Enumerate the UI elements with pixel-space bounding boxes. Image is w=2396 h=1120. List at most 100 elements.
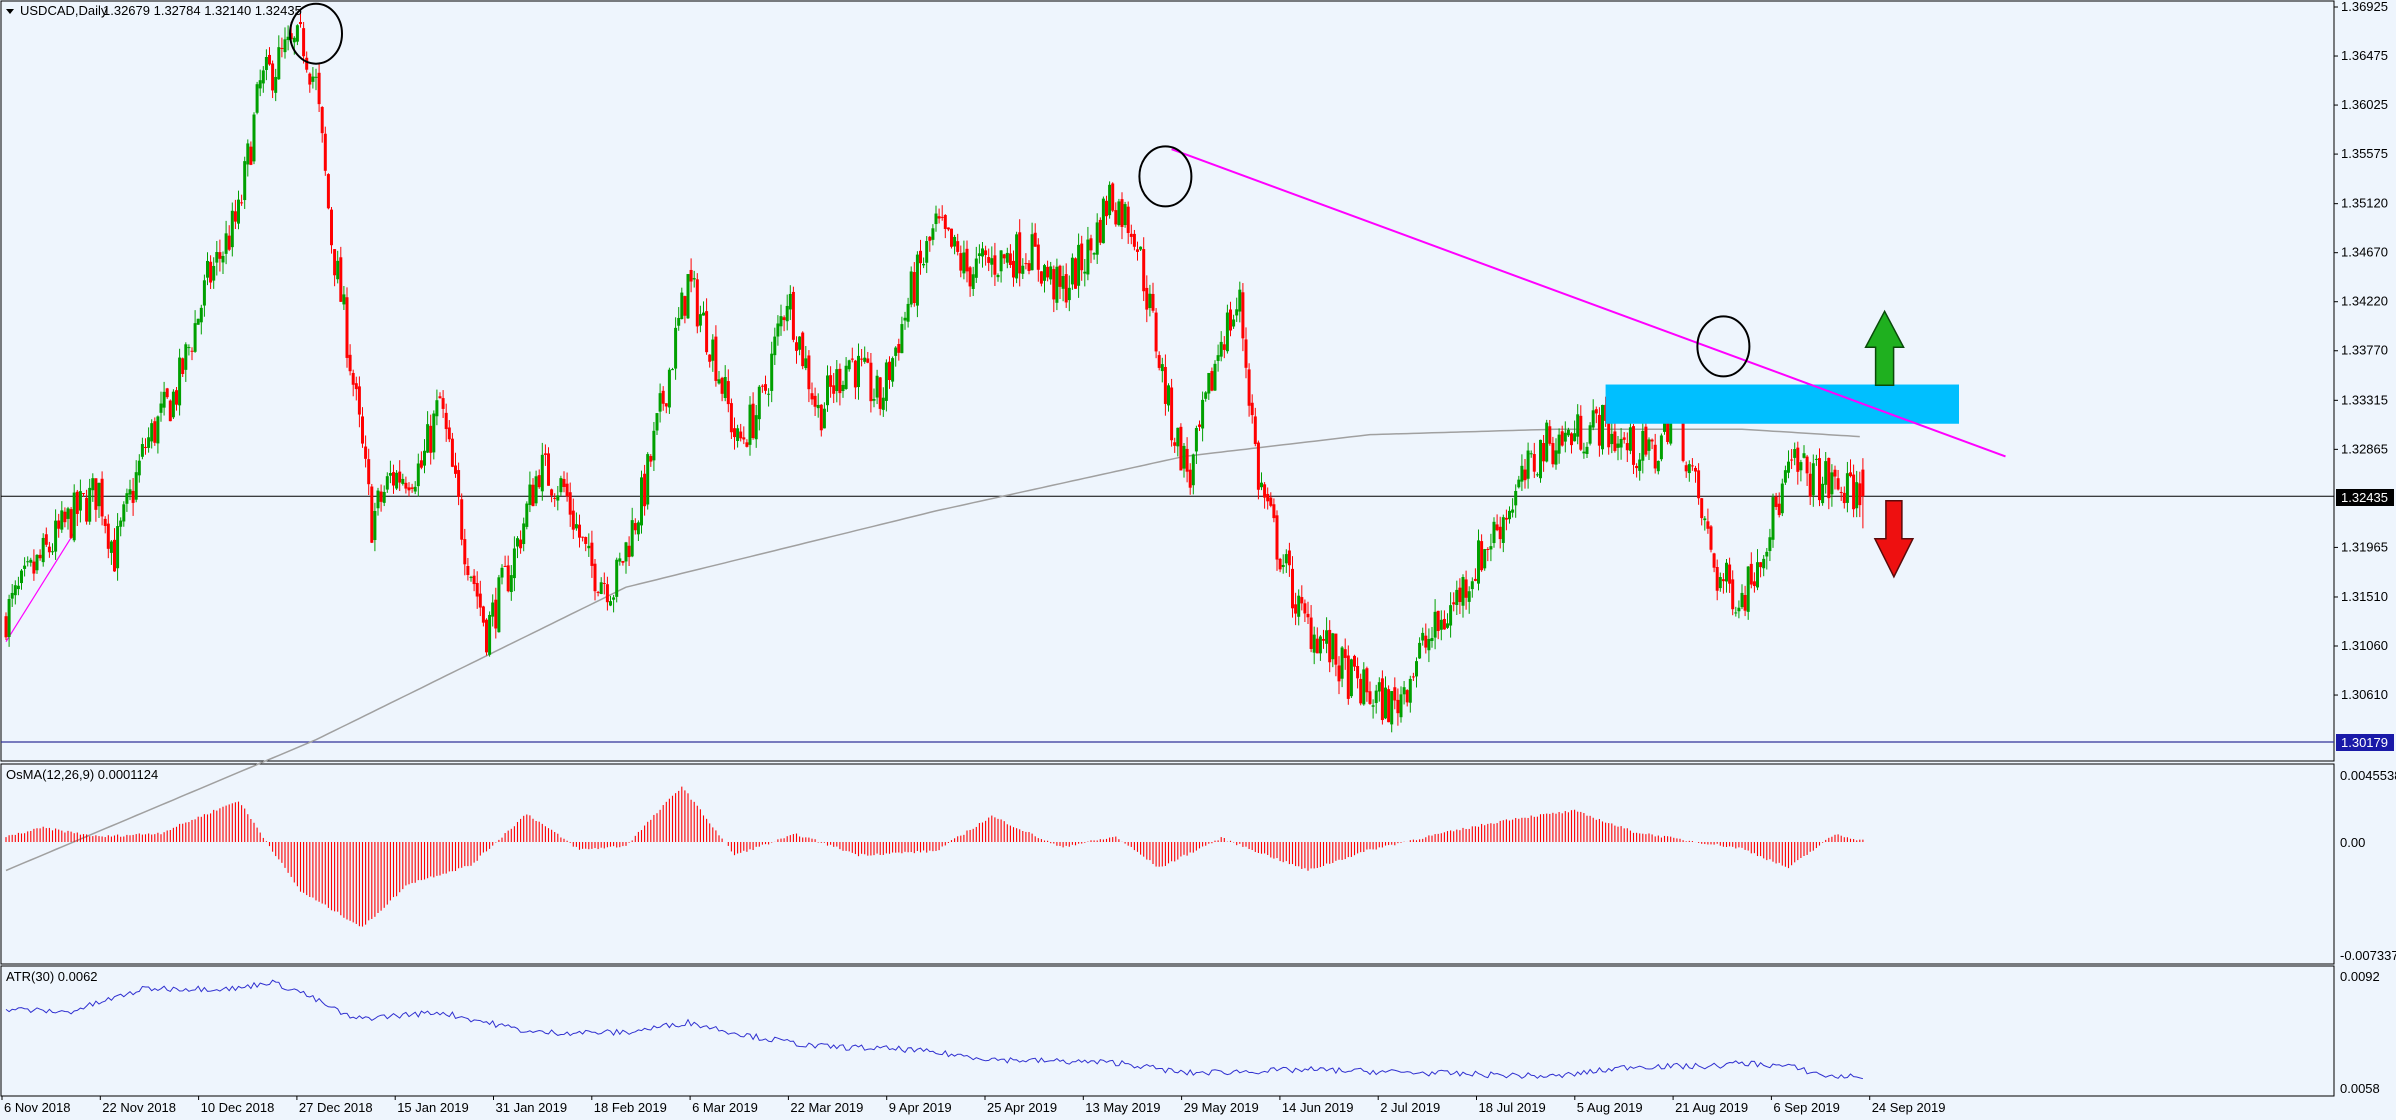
candle-bear: [984, 250, 988, 256]
candle-bear: [1337, 665, 1341, 682]
candle-bear: [919, 250, 922, 264]
candle-bear: [1278, 558, 1282, 570]
candle-bull: [72, 492, 76, 541]
annotation-layer[interactable]: [289, 2, 2006, 579]
candle-bull: [255, 84, 259, 113]
candle-bull: [884, 362, 888, 401]
candle-bull: [512, 548, 516, 579]
candle-bear: [1157, 355, 1161, 368]
candle-bull: [150, 423, 154, 442]
candle-bull: [137, 460, 141, 476]
candle-bear: [578, 524, 581, 538]
candle-bear: [1012, 260, 1015, 278]
candle-bear: [1700, 498, 1704, 519]
candle-bear: [1498, 526, 1502, 540]
candle-bear: [1653, 444, 1657, 469]
candle-bull: [184, 344, 188, 370]
candle-bear: [1396, 699, 1400, 714]
candle-bear: [1625, 443, 1629, 451]
atr-panel[interactable]: [0, 965, 2335, 1097]
candle-bear: [438, 396, 442, 399]
candle-bear: [1666, 413, 1670, 442]
candle-bull: [1647, 439, 1651, 451]
candle-bear: [695, 279, 699, 327]
candle-bear: [1731, 579, 1735, 610]
candle-bear: [1473, 578, 1477, 581]
candle-bear: [987, 257, 991, 263]
trendline[interactable]: [1171, 148, 2006, 458]
candle-bull: [1830, 472, 1834, 495]
osma-tick-max: 0.0045538: [2340, 768, 2396, 783]
candle-bear: [1818, 458, 1821, 501]
candle-bull: [51, 551, 54, 553]
osma-panel[interactable]: [0, 763, 2335, 965]
candle-bull: [500, 567, 504, 578]
candle-bull: [1070, 257, 1074, 285]
candle-bear: [227, 235, 231, 250]
candle-bear: [1542, 442, 1546, 462]
candle-bear: [240, 202, 244, 204]
candle-bear: [144, 446, 147, 448]
candle-bull: [1656, 460, 1660, 472]
candle-bull: [1601, 404, 1604, 450]
candle-bull: [1284, 554, 1288, 564]
candle-bear: [1632, 426, 1635, 465]
candle-bear: [1229, 309, 1232, 331]
candle-bear: [869, 362, 873, 402]
candle-bull: [1167, 385, 1170, 406]
resistance-zone[interactable]: [1605, 384, 1959, 424]
candle-bull: [863, 357, 867, 362]
candle-bear: [683, 296, 687, 316]
time-tick-label: 25 Apr 2019: [987, 1100, 1057, 1115]
candle-bull: [835, 369, 839, 392]
candle-bear: [764, 384, 767, 391]
candle-bull: [336, 260, 340, 280]
atr-label: ATR(30) 0.0062: [6, 969, 98, 984]
candle-bear: [993, 255, 997, 275]
candle-bear: [543, 453, 547, 455]
price-panel[interactable]: [0, 0, 2335, 762]
candle-bull: [587, 545, 591, 549]
candle-bull: [748, 404, 752, 445]
candle-bear: [364, 446, 368, 459]
candle-bull: [469, 576, 473, 578]
candle-bear: [1266, 493, 1270, 502]
candle-bear: [649, 456, 653, 462]
candle-bear: [1411, 676, 1415, 678]
arrow-up-icon[interactable]: [1864, 309, 1905, 387]
candle-bull: [78, 491, 82, 511]
candle-bull: [773, 336, 777, 356]
candle-bear: [1532, 454, 1536, 472]
candle-bull: [1576, 414, 1580, 437]
candle-bull: [1483, 549, 1487, 569]
candle-bear: [1622, 437, 1626, 440]
candle-bear: [103, 518, 107, 526]
candle-bull: [295, 25, 299, 42]
candle-bull: [1734, 612, 1738, 614]
current-price-box: [2336, 489, 2394, 506]
candle-bear: [943, 215, 947, 229]
candle-bull: [29, 559, 33, 563]
candle-bull: [1824, 461, 1828, 485]
candle-bull: [776, 323, 780, 337]
highlight-circle[interactable]: [289, 2, 343, 65]
candle-bull: [1362, 669, 1366, 705]
candle-bull: [187, 347, 191, 349]
highlight-circle[interactable]: [1696, 315, 1751, 378]
candle-bear: [928, 236, 932, 241]
candle-bear: [320, 106, 324, 134]
candle-bull: [1771, 497, 1775, 540]
candle-bear: [454, 465, 457, 474]
candle-bull: [1139, 246, 1143, 250]
candle-bear: [1002, 254, 1006, 259]
candle-bear: [940, 216, 944, 218]
highlight-circle[interactable]: [1138, 145, 1193, 208]
candle-bear: [398, 471, 402, 483]
candle-bear: [1842, 492, 1846, 504]
candle-bull: [1449, 605, 1453, 626]
arrow-down-icon[interactable]: [1873, 500, 1915, 579]
candle-bull: [292, 37, 296, 43]
dropdown-triangle-icon[interactable]: [6, 9, 14, 14]
candle-bear: [1247, 369, 1251, 406]
